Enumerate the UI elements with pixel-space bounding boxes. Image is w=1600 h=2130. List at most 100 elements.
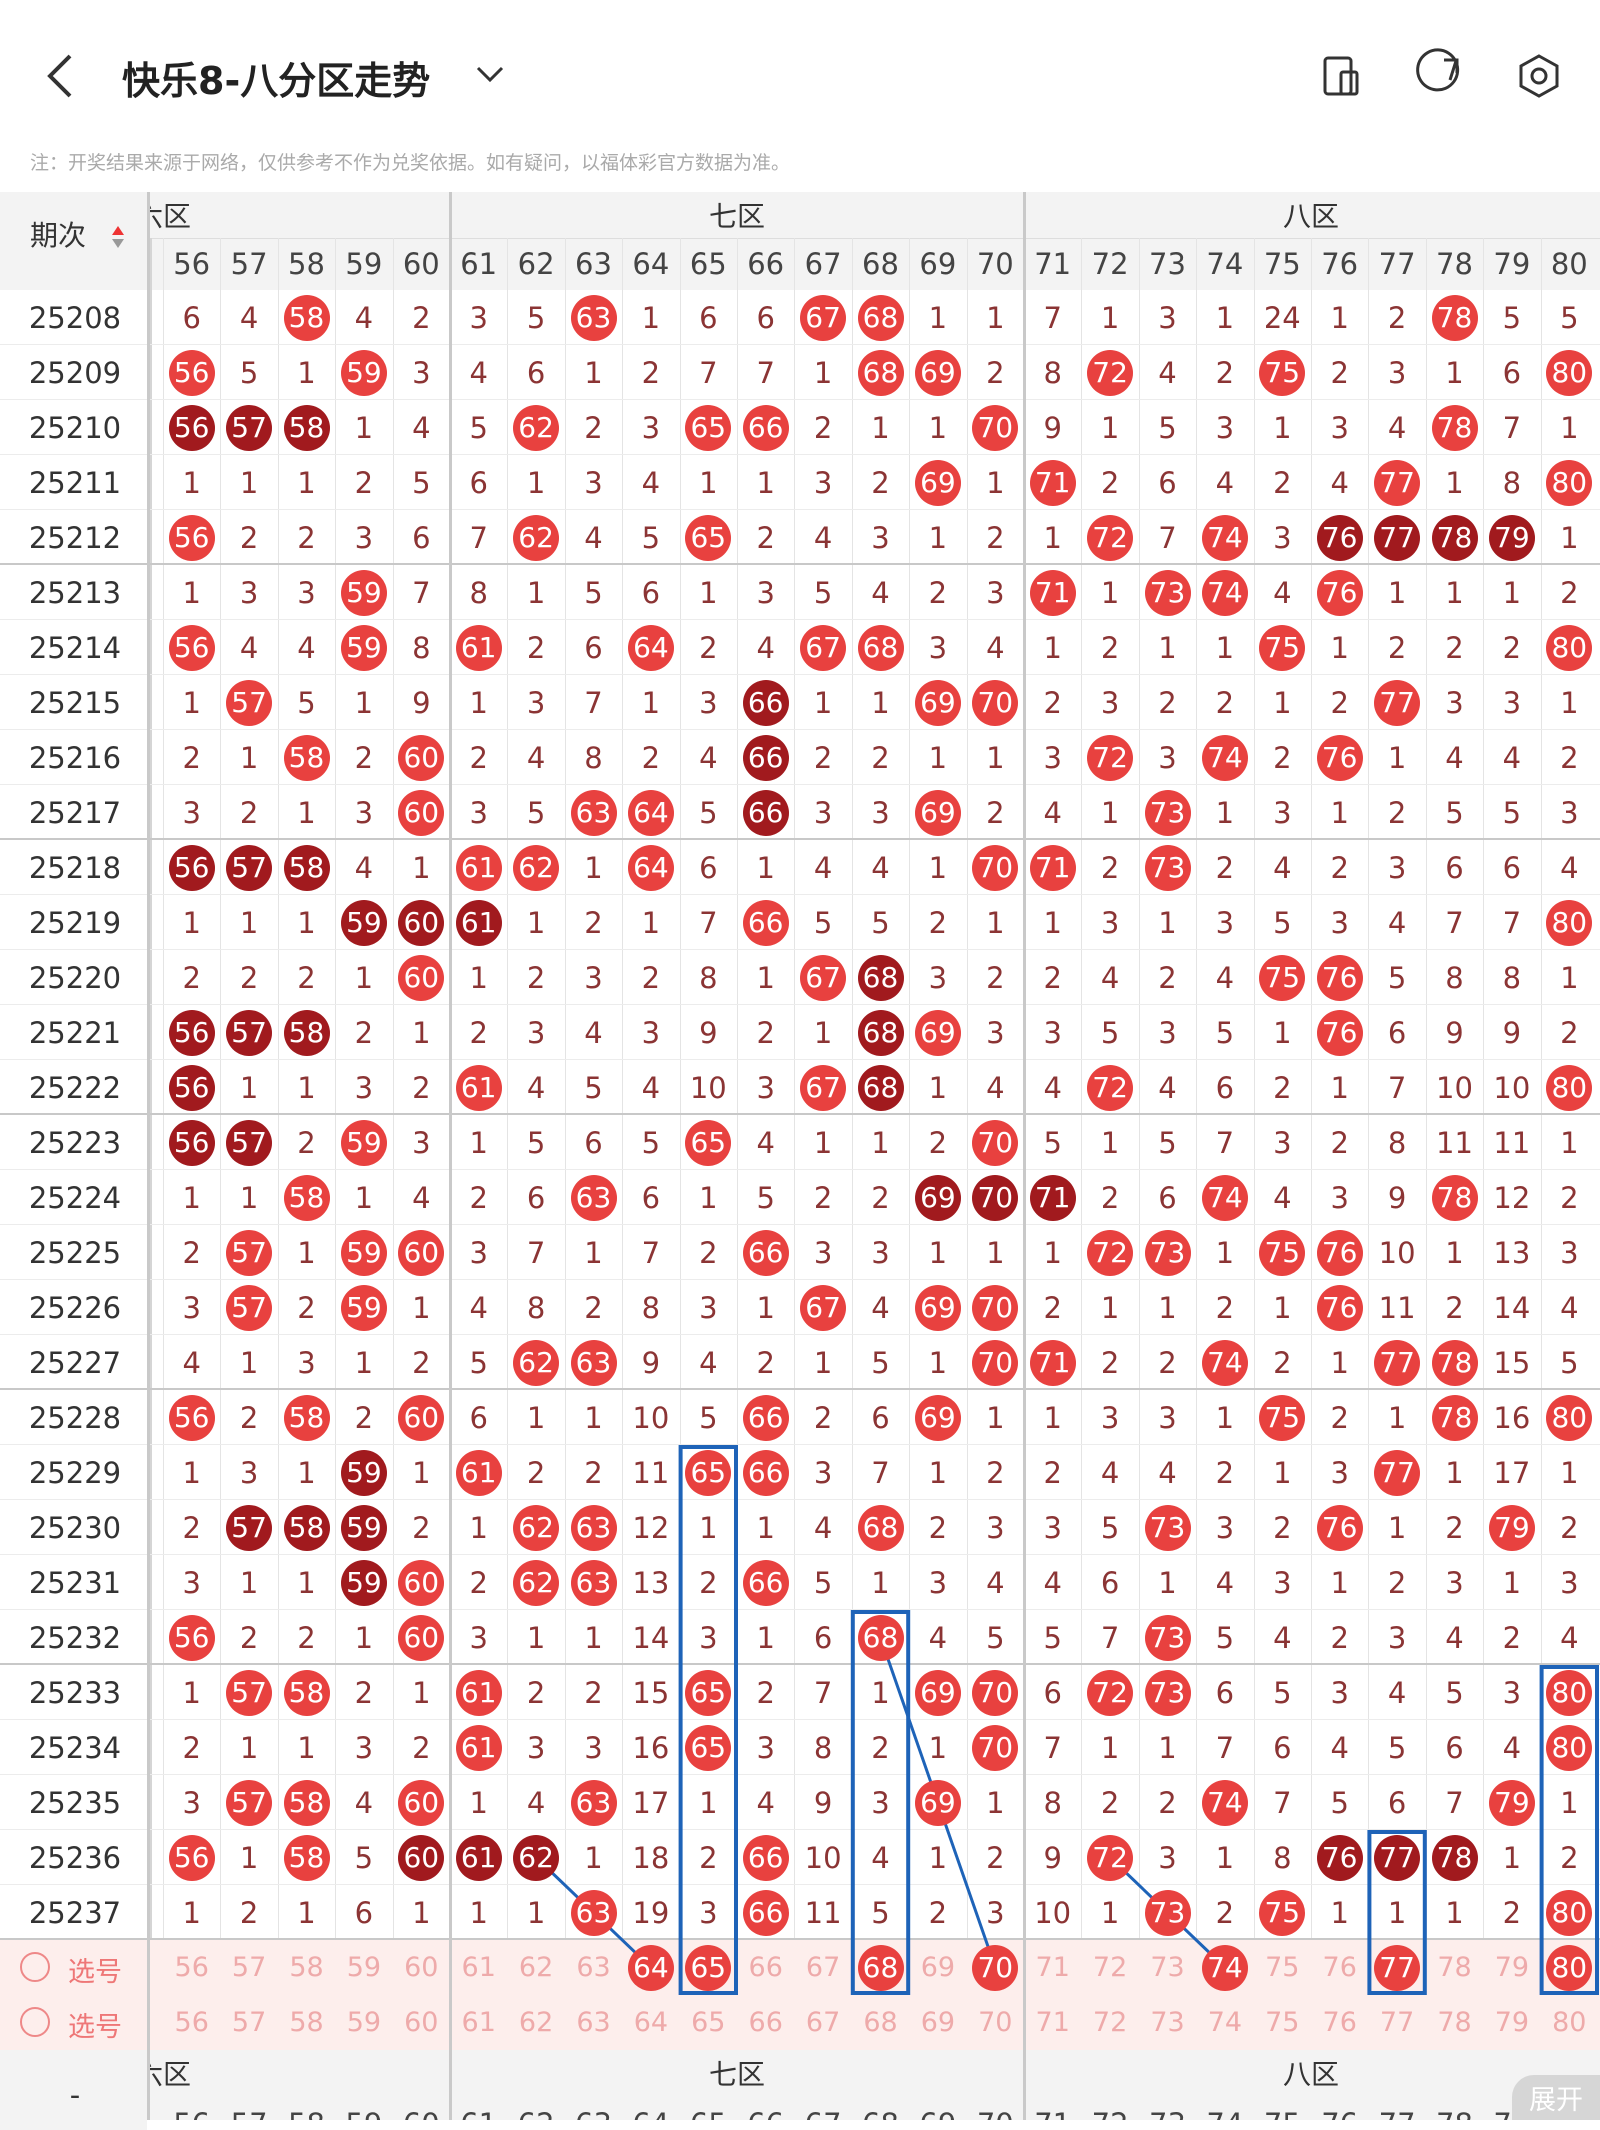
select-radio[interactable] [20, 1952, 50, 1982]
back-icon[interactable] [47, 54, 72, 98]
select-number[interactable]: 72 [1092, 1952, 1128, 1983]
miss-count: 7 [1043, 300, 1062, 335]
miss-count: 8 [813, 1730, 833, 1765]
miss-count: 6 [412, 520, 431, 555]
select-number[interactable]: 80 [1552, 2007, 1587, 2038]
miss-count: 4 [526, 740, 546, 775]
miss-count: 3 [928, 630, 948, 665]
miss-count: 2 [1330, 850, 1349, 885]
select-number[interactable]: 71 [1035, 2007, 1070, 2038]
miss-count: 4 [584, 1015, 603, 1050]
select-number[interactable]: 57 [231, 2007, 267, 2038]
selected-number[interactable]: 74 [1201, 1944, 1248, 1991]
select-number[interactable]: 77 [1379, 2007, 1415, 2038]
select-number[interactable]: 68 [863, 2007, 898, 2038]
select-number[interactable]: 72 [1092, 2007, 1128, 2038]
select-number[interactable]: 62 [518, 2007, 554, 2038]
expand-button[interactable]: 展开 [1512, 2075, 1600, 2120]
select-number[interactable]: 70 [978, 2007, 1013, 2038]
miss-count: 2 [297, 1290, 316, 1325]
miss-count: 1 [526, 1620, 546, 1655]
miss-count: 3 [1043, 1015, 1062, 1050]
select-number[interactable]: 78 [1437, 1952, 1472, 1983]
selected-number[interactable]: 77 [1374, 1944, 1421, 1991]
miss-count: 3 [354, 795, 374, 830]
select-number[interactable]: 63 [576, 1952, 611, 1983]
period: 25208 [28, 300, 122, 335]
miss-count: 1 [1445, 355, 1464, 390]
selected-number[interactable]: 68 [857, 1944, 904, 1991]
select-number[interactable]: 63 [576, 2007, 611, 2038]
select-radio[interactable] [20, 2007, 50, 2037]
miss-count: 6 [1158, 465, 1177, 500]
miss-count: 1 [1273, 1015, 1292, 1050]
miss-count: 4 [1560, 1620, 1579, 1655]
column-number: 66 [737, 2098, 794, 2120]
select-number[interactable]: 69 [920, 2007, 956, 2038]
select-number[interactable]: 60 [404, 2007, 439, 2038]
select-number[interactable]: 76 [1322, 1952, 1357, 1983]
select-number[interactable]: 79 [1494, 1952, 1530, 1983]
miss-count: 2 [584, 1455, 603, 1490]
select-number[interactable]: 58 [289, 2007, 324, 2038]
select-number[interactable]: 57 [231, 1952, 267, 1983]
row-line [150, 894, 1600, 895]
select-number[interactable]: 67 [805, 1952, 841, 1983]
hit-ball-repeat: 56 [168, 1009, 215, 1056]
layout-icon[interactable] [1323, 56, 1359, 96]
select-number[interactable]: 61 [461, 1952, 496, 1983]
select-number[interactable]: 60 [404, 1952, 439, 1983]
select-number[interactable]: 56 [174, 2007, 209, 2038]
select-number[interactable]: 74 [1207, 2007, 1243, 2038]
select-number[interactable]: 66 [748, 2007, 783, 2038]
miss-count: 3 [1387, 355, 1407, 390]
select-number[interactable]: 59 [346, 1952, 382, 1983]
miss-count: 6 [1445, 1730, 1464, 1765]
miss-count: 4 [813, 520, 833, 555]
row-line [150, 563, 1600, 565]
select-number[interactable]: 62 [518, 1952, 554, 1983]
selected-number[interactable]: 70 [972, 1944, 1019, 1991]
select-number[interactable]: 78 [1437, 2007, 1472, 2038]
miss-count: 3 [1502, 685, 1522, 720]
select-number[interactable]: 71 [1035, 1952, 1070, 1983]
select-number[interactable]: 75 [1265, 2007, 1300, 2038]
select-number[interactable]: 56 [174, 1952, 209, 1983]
select-number[interactable]: 58 [289, 1952, 324, 1983]
hit-ball: 60 [398, 1394, 445, 1441]
miss-count: 8 [526, 1290, 546, 1325]
column-number: 58 [288, 247, 325, 281]
select-number[interactable]: 59 [346, 2007, 382, 2038]
select-number[interactable]: 65 [691, 2007, 726, 2038]
selected-number[interactable]: 65 [685, 1944, 732, 1991]
select-number[interactable]: 73 [1150, 1952, 1185, 1983]
period: 25237 [28, 1895, 122, 1930]
settings-icon[interactable] [1519, 54, 1559, 98]
hit-ball: 63 [570, 1504, 617, 1551]
select-number[interactable]: 79 [1494, 2007, 1530, 2038]
select-number[interactable]: 64 [633, 2007, 669, 2038]
select-number[interactable]: 76 [1322, 2007, 1357, 2038]
row-line [150, 454, 1600, 455]
select-number[interactable]: 66 [748, 1952, 783, 1983]
miss-count: 7 [641, 1235, 661, 1270]
miss-count: 4 [1273, 575, 1292, 610]
selected-number[interactable]: 64 [627, 1944, 674, 1991]
select-number[interactable]: 75 [1265, 1952, 1300, 1983]
miss-count: 1 [526, 1400, 546, 1435]
select-number[interactable]: 73 [1150, 2007, 1185, 2038]
hit-ball: 61 [455, 624, 502, 671]
miss-count: 2 [1502, 630, 1522, 665]
row-line [0, 1554, 147, 1555]
dropdown-icon[interactable] [476, 66, 504, 83]
miss-count: 8 [469, 575, 488, 610]
hit-ball: 56 [168, 624, 215, 671]
selected-number[interactable]: 80 [1546, 1944, 1593, 1991]
miss-count: 3 [1158, 1400, 1177, 1435]
miss-count: 4 [1158, 355, 1177, 390]
select-number[interactable]: 67 [805, 2007, 841, 2038]
miss-count: 2 [986, 1455, 1005, 1490]
share-icon[interactable] [1416, 48, 1460, 92]
select-number[interactable]: 61 [461, 2007, 496, 2038]
select-number[interactable]: 69 [920, 1952, 956, 1983]
